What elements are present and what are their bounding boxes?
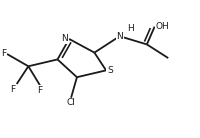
Text: F: F <box>11 85 16 94</box>
Text: N: N <box>116 32 123 41</box>
Text: OH: OH <box>156 22 169 31</box>
Text: Cl: Cl <box>67 98 76 107</box>
Text: N: N <box>61 34 68 43</box>
Text: S: S <box>107 66 113 75</box>
Text: N: N <box>116 32 123 41</box>
Text: F: F <box>1 49 6 59</box>
Text: F: F <box>37 86 43 95</box>
Text: H: H <box>127 24 134 33</box>
